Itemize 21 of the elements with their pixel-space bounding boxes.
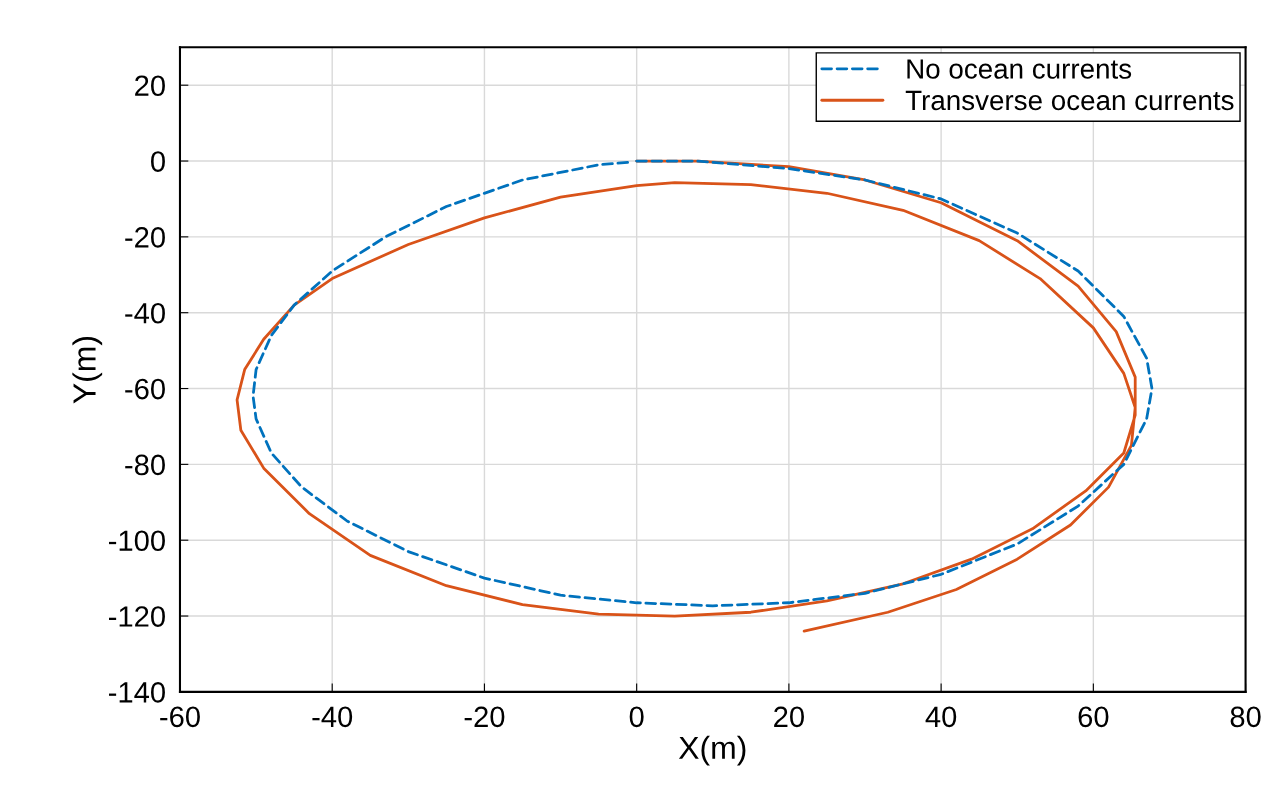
- x-tick-label: 40: [925, 706, 957, 728]
- x-tick-label: -40: [312, 706, 353, 728]
- x-tick-label: 60: [1078, 706, 1109, 728]
- x-tick-label: -20: [464, 706, 505, 728]
- y-tick-label: -140: [109, 682, 165, 703]
- y-tick-label: -80: [125, 454, 165, 476]
- y-tick-label: -60: [125, 378, 165, 400]
- y-tick-label: -20: [125, 227, 165, 248]
- legend-label: No ocean currents: [907, 59, 1132, 79]
- y-axis-title: Y(m): [72, 336, 103, 404]
- y-tick-label: 20: [135, 75, 165, 97]
- x-tick-label: 20: [774, 706, 804, 728]
- y-tick-label: 0: [151, 151, 165, 172]
- y-tick-label: -100: [109, 530, 165, 552]
- x-tick-label: 0: [629, 706, 644, 728]
- y-tick-label: -40: [125, 302, 165, 324]
- x-tick-label: -60: [160, 706, 200, 728]
- x-tick-label: 80: [1230, 706, 1261, 728]
- x-axis-title: X(m): [678, 735, 746, 766]
- legend-label: Transverse ocean currents: [905, 90, 1234, 111]
- y-tick-label: -120: [109, 606, 165, 627]
